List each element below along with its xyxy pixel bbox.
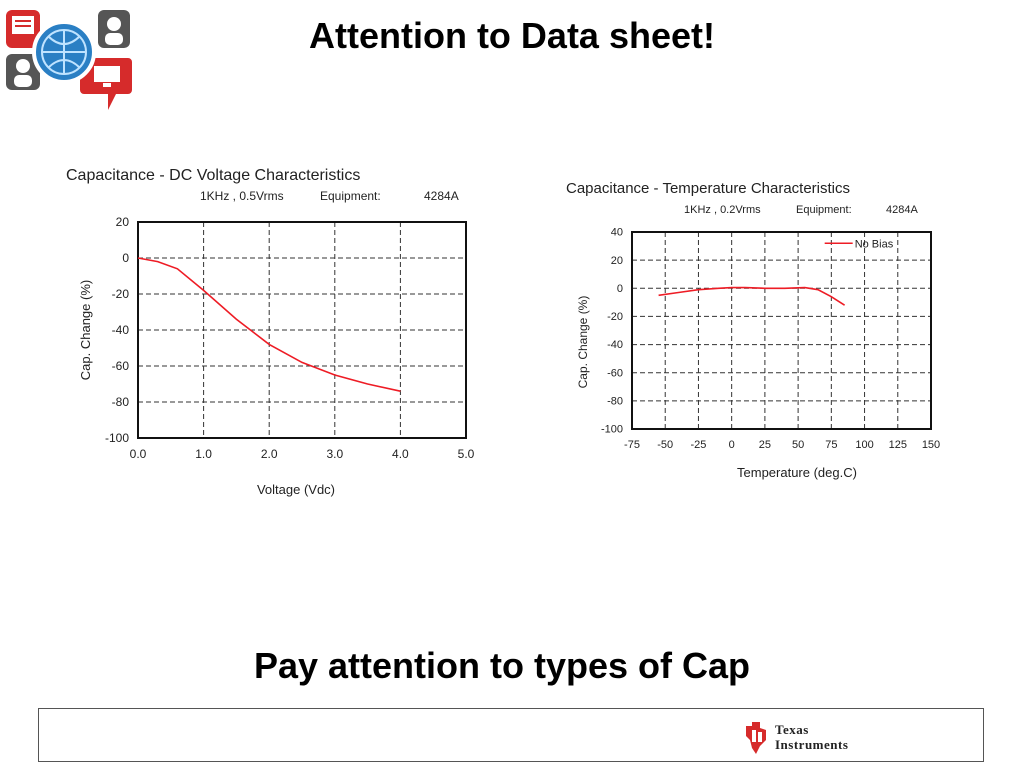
x-tick-label: 25 (759, 439, 771, 451)
y-tick-label: -40 (112, 323, 130, 337)
y-tick-label: 40 (611, 227, 623, 239)
x-tick-label: 75 (825, 439, 837, 451)
x-tick-label: 0.0 (130, 447, 147, 461)
x-tick-label: 4.0 (392, 447, 409, 461)
chart-equipment-label: Equipment: (796, 204, 852, 216)
chart-dc-voltage: Capacitance - DC Voltage Characteristics… (60, 158, 490, 503)
x-axis-label: Voltage (Vdc) (257, 482, 335, 497)
x-tick-label: 1.0 (195, 447, 212, 461)
y-tick-label: -20 (607, 311, 623, 323)
y-axis-label: Cap. Change (%) (78, 280, 93, 380)
x-tick-label: 50 (792, 439, 804, 451)
series-line (137, 257, 401, 392)
x-tick-label: 2.0 (261, 447, 278, 461)
texas-instruments-logo-icon (746, 722, 766, 754)
y-tick-label: -100 (105, 431, 129, 445)
slide-title: Attention to Data sheet! (308, 15, 715, 56)
y-tick-label: 20 (611, 255, 623, 267)
series-line (658, 286, 846, 306)
y-tick-label: -20 (112, 287, 130, 301)
y-tick-label: -80 (607, 396, 623, 408)
y-tick-label: 20 (116, 215, 130, 229)
plot-area: 0.0 1.0 2.0 3.0 4.0 5.0 20 0 -20 -40 -60 -80 -100 (105, 215, 475, 461)
y-tick-label: 0 (122, 251, 129, 265)
x-tick-label: 3.0 (326, 447, 343, 461)
chart-equipment-value: 4284A (886, 204, 918, 216)
x-tick-label: -75 (624, 439, 640, 451)
temperature-chart-svg: Capacitance - Temperature Characteristic… (566, 180, 940, 480)
x-tick-label: -25 (690, 439, 706, 451)
y-axis-label: Cap. Change (%) (576, 296, 590, 389)
chart-title: Capacitance - DC Voltage Characteristics (66, 167, 360, 184)
chart-equipment-label: Equipment: (320, 189, 381, 203)
x-tick-label: 5.0 (458, 447, 475, 461)
plot-frame (137, 221, 467, 439)
y-tick-label: -60 (112, 359, 130, 373)
y-tick-label: -40 (607, 339, 623, 351)
x-tick-label: 100 (855, 439, 873, 451)
x-tick-label: 150 (922, 439, 940, 451)
x-tick-label: 0 (729, 439, 735, 451)
x-tick-label: -50 (657, 439, 673, 451)
y-tick-label: -80 (112, 395, 130, 409)
plot-area: -75 -50 -25 0 25 50 75 100 125 150 40 20 0 -20 -40 -60 -… (601, 227, 940, 451)
x-tick-label: 125 (889, 439, 907, 451)
y-tick-label: -60 (607, 367, 623, 379)
x-axis-label: Temperature (deg.C) (737, 465, 857, 480)
brand-line2: Instruments (775, 737, 849, 752)
y-tick-label: 0 (617, 283, 623, 295)
company-logo-icon (6, 10, 132, 110)
legend-label: No Bias (855, 238, 894, 250)
brand-line1: Texas (775, 722, 809, 737)
chart-equipment-value: 4284A (424, 189, 459, 203)
y-tick-label: -100 (601, 424, 623, 436)
plot-frame (631, 231, 932, 430)
chart-temperature: Capacitance - Temperature Characteristic… (562, 172, 962, 497)
footer-bar (38, 708, 984, 762)
slide-subtitle: Pay attention to types of Cap (253, 645, 751, 686)
chart-conditions: 1KHz , 0.5Vrms (200, 189, 284, 203)
chart-title: Capacitance - Temperature Characteristic… (566, 180, 850, 197)
chart-conditions: 1KHz , 0.2Vrms (684, 204, 761, 216)
dc-voltage-chart-svg: Capacitance - DC Voltage Characteristics… (66, 167, 475, 497)
